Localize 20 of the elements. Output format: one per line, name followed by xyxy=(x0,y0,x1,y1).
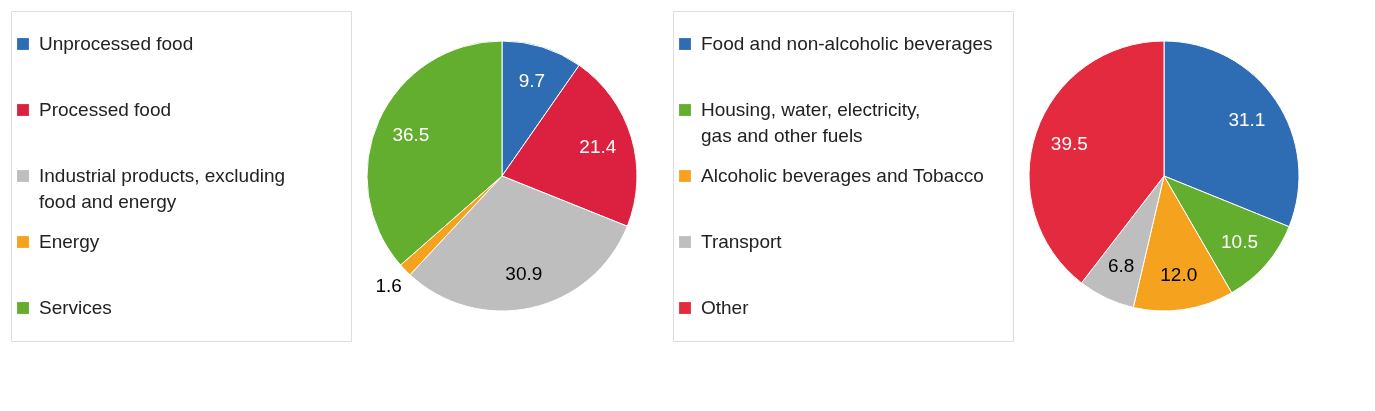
legend-label: Alcoholic beverages and Tobacco xyxy=(701,165,984,186)
legend-label: Transport xyxy=(701,231,783,252)
data-label: 10.5 xyxy=(1220,230,1258,252)
legend-label: Industrial products, excluding food and energy xyxy=(39,165,286,212)
data-label: 30.9 xyxy=(505,262,543,284)
legend-label: Processed food xyxy=(39,99,172,120)
data-label: 1.6 xyxy=(375,275,402,297)
data-label: 9.7 xyxy=(518,69,546,91)
data-label: 6.8 xyxy=(1107,255,1135,277)
legend-label: Other xyxy=(701,297,750,318)
data-label: 21.4 xyxy=(579,136,617,158)
data-label: 12.0 xyxy=(1160,263,1198,285)
data-label: 36.5 xyxy=(392,123,430,145)
legend-label: Housing, water, electricity, gas and other fuels xyxy=(701,99,921,146)
legend-label: Energy xyxy=(39,231,100,252)
legend-label: Unprocessed food xyxy=(39,33,194,54)
legend-label: Food and non-alcoholic beverages xyxy=(701,33,993,54)
data-label: 31.1 xyxy=(1228,109,1266,131)
legend-label: Services xyxy=(39,297,112,318)
data-label: 39.5 xyxy=(1050,132,1088,154)
